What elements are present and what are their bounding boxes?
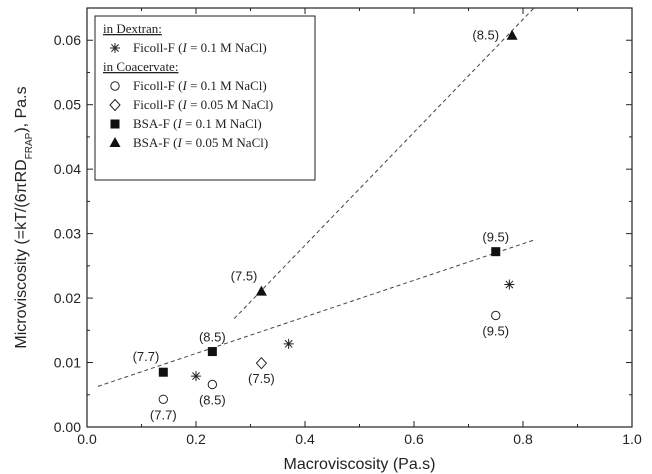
legend-entry: BSA-F (I = 0.05 M NaCl) bbox=[133, 135, 268, 150]
y-tick-label: 0.04 bbox=[54, 161, 81, 177]
square-point bbox=[208, 347, 217, 356]
point-label: (7.5) bbox=[248, 371, 275, 386]
y-tick-label: 0.05 bbox=[54, 97, 81, 113]
y-tick-label: 0.00 bbox=[54, 419, 81, 435]
x-tick-label: 0.8 bbox=[513, 431, 533, 447]
y-axis-title-mid: RD bbox=[13, 159, 30, 182]
legend-heading: in Coacervate: bbox=[103, 59, 178, 74]
y-axis-title: Microviscosity (=kT/(6πRDFRAP), Pa.s bbox=[13, 86, 35, 348]
x-tick-label: 0.6 bbox=[404, 431, 424, 447]
star-point bbox=[504, 280, 514, 290]
x-tick-label: 0.2 bbox=[186, 431, 206, 447]
point-label: (7.7) bbox=[133, 349, 160, 364]
star-point bbox=[284, 339, 294, 349]
x-tick-label: 0.4 bbox=[295, 431, 315, 447]
y-axis-title-post: ), Pa.s bbox=[13, 86, 30, 132]
star-point bbox=[191, 371, 201, 381]
legend-entry: Ficoll-F (I = 0.05 M NaCl) bbox=[133, 97, 273, 112]
y-tick-label: 0.06 bbox=[54, 32, 81, 48]
point-label: (7.7) bbox=[150, 407, 177, 422]
x-axis-title: Macroviscosity (Pa.s) bbox=[283, 456, 435, 473]
y-axis-title-pre: Microviscosity (=kT/(6 bbox=[13, 193, 30, 348]
y-tick-label: 0.01 bbox=[54, 355, 81, 371]
point-label: (8.5) bbox=[199, 330, 226, 345]
circle-point bbox=[208, 380, 216, 388]
square-point bbox=[159, 368, 168, 377]
point-label: (9.5) bbox=[482, 230, 509, 245]
point-label: (8.5) bbox=[472, 28, 499, 43]
legend-heading: in Dextran: bbox=[103, 21, 162, 36]
y-tick-label: 0.03 bbox=[54, 226, 81, 242]
point-label: (7.5) bbox=[231, 269, 258, 284]
legend-star-icon bbox=[110, 43, 120, 53]
circle-point bbox=[492, 311, 500, 319]
legend-entry: BSA-F (I = 0.1 M NaCl) bbox=[133, 116, 262, 131]
circle-point bbox=[159, 395, 167, 403]
x-tick-label: 1.0 bbox=[622, 431, 642, 447]
legend-square-icon bbox=[111, 120, 120, 129]
point-label: (8.5) bbox=[199, 392, 226, 407]
fit-line bbox=[98, 240, 534, 386]
y-axis-title-sub: FRAP bbox=[24, 132, 35, 159]
square-point bbox=[491, 247, 500, 256]
y-tick-label: 0.02 bbox=[54, 290, 81, 306]
diamond-point bbox=[256, 358, 266, 369]
y-axis-title-pi: π bbox=[13, 182, 30, 193]
legend: in Dextran: Ficoll-F (I = 0.1 M NaCl) in C… bbox=[95, 16, 315, 180]
legend-entry: Ficoll-F (I = 0.1 M NaCl) bbox=[133, 78, 267, 93]
legend-entry: Ficoll-F (I = 0.1 M NaCl) bbox=[133, 40, 267, 55]
point-label: (9.5) bbox=[482, 323, 509, 338]
legend-circle-icon bbox=[111, 82, 119, 90]
